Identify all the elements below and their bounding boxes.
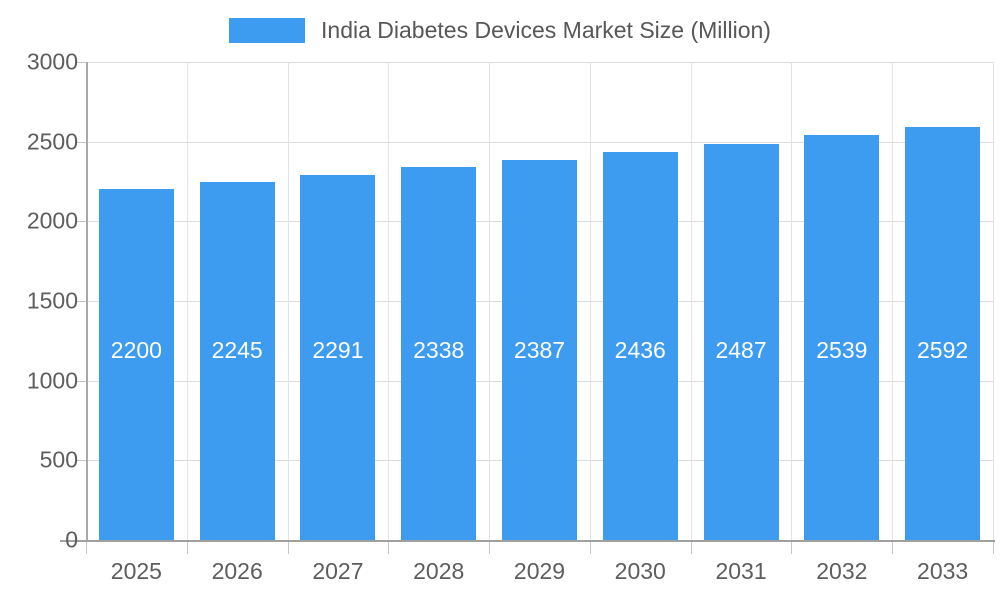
gridline-vertical <box>590 62 591 540</box>
x-axis-tick-mark <box>791 542 792 554</box>
bar-value-label: 2387 <box>513 337 566 363</box>
x-axis-tick-mark <box>691 542 692 554</box>
bar[interactable]: 2338 <box>401 167 477 540</box>
gridline-vertical <box>288 62 289 540</box>
y-axis-tick-mark <box>76 221 86 223</box>
x-axis-tick-label: 2028 <box>413 558 465 584</box>
legend-color-swatch <box>229 17 306 43</box>
bar[interactable]: 2487 <box>703 143 779 540</box>
y-axis-tick-label: 500 <box>39 446 78 473</box>
y-axis-tick-label: 3000 <box>26 48 78 75</box>
chart-legend: India Diabetes Devices Market Size (Mill… <box>0 0 1000 60</box>
bar[interactable]: 2436 <box>602 151 678 540</box>
bars-layer: 2200 2245 2291 2338 2387 2436 2487 2539 2592 <box>86 62 993 540</box>
x-axis-tick-label: 2027 <box>312 558 364 584</box>
y-axis-line <box>86 62 88 541</box>
bar[interactable]: 2539 <box>804 135 880 540</box>
gridline-vertical <box>791 62 792 540</box>
bar-value-label: 2539 <box>816 337 868 363</box>
x-axis-tick-mark <box>187 542 188 554</box>
bar-value-label: 2200 <box>110 337 162 363</box>
gridline-horizontal <box>86 141 993 143</box>
x-axis-tick-mark <box>590 542 591 554</box>
x-axis-tick-label: 2026 <box>211 558 263 584</box>
x-axis-tick-mark <box>388 542 389 554</box>
y-axis-tick-mark <box>76 141 86 143</box>
y-axis-tick-mark <box>76 301 86 302</box>
bar[interactable]: 2245 <box>199 182 275 540</box>
bar-value-label: 2592 <box>917 337 969 363</box>
y-axis-tick-mark <box>76 380 86 382</box>
y-axis-tick-label: 0 <box>65 526 78 553</box>
bar[interactable]: 2200 <box>98 189 174 540</box>
x-axis-tick-mark <box>489 542 490 554</box>
y-axis-tick-label: 1500 <box>26 287 78 314</box>
gridline-vertical <box>489 62 490 540</box>
y-axis-tick-label: 1000 <box>26 367 78 394</box>
legend-label: India Diabetes Devices Market Size (Mill… <box>321 16 771 43</box>
bar-value-label: 2487 <box>715 337 767 363</box>
gridline-vertical <box>187 62 188 540</box>
y-axis-tick-labels: 0 500 1000 1500 2000 2500 3000 <box>0 0 78 600</box>
x-axis-tick-label: 2033 <box>917 558 969 584</box>
x-axis-tick-mark <box>892 542 893 554</box>
gridline-vertical <box>388 62 389 540</box>
legend-entry[interactable]: India Diabetes Devices Market Size (Mill… <box>229 16 771 43</box>
y-axis-tick-mark <box>76 62 86 63</box>
bar-value-label: 2436 <box>614 337 666 363</box>
x-axis-tick-label: 2032 <box>816 558 868 584</box>
gridline-horizontal <box>86 62 993 63</box>
x-axis-tick-mark <box>86 542 87 554</box>
x-axis-tick-label: 2031 <box>715 558 767 584</box>
bar-value-label: 2291 <box>312 337 364 363</box>
x-axis-tick-mark <box>288 542 289 554</box>
bar-value-label: 2338 <box>413 337 465 363</box>
bar[interactable]: 2291 <box>300 174 376 540</box>
x-axis-line <box>60 540 995 542</box>
gridline-vertical <box>993 62 994 540</box>
bar[interactable]: 2592 <box>905 127 981 540</box>
x-axis-tick-label: 2029 <box>513 558 566 584</box>
x-axis-tick-label: 2030 <box>614 558 666 584</box>
gridline-vertical <box>691 62 692 540</box>
bar[interactable]: 2387 <box>502 159 577 540</box>
x-axis-tick-mark <box>993 542 994 554</box>
gridline-vertical <box>892 62 893 540</box>
y-axis-tick-label: 2000 <box>26 207 78 234</box>
bar-value-label: 2245 <box>211 337 263 363</box>
y-axis-tick-mark <box>76 460 86 462</box>
y-axis-tick-label: 2500 <box>26 128 78 155</box>
x-axis-tick-label: 2025 <box>110 558 162 584</box>
